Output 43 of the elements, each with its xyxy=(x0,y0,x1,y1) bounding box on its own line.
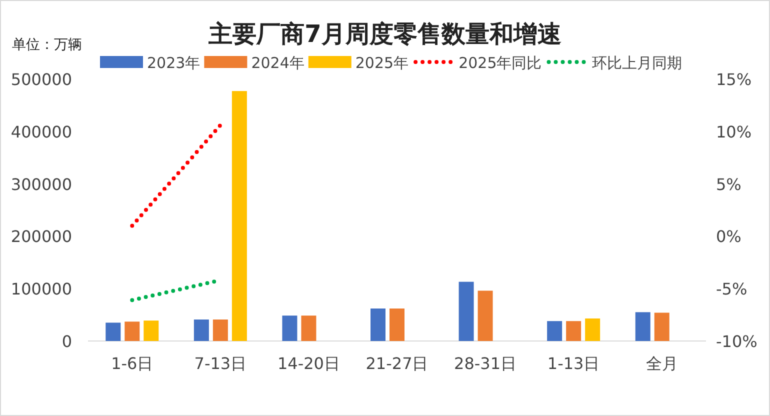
bar xyxy=(585,318,600,341)
y2-tick-label: 15% xyxy=(716,70,752,89)
legend-label: 环比上月同期 xyxy=(592,54,682,72)
legend-label: 2025年同比 xyxy=(458,54,542,72)
bar xyxy=(566,321,582,341)
bar xyxy=(301,316,316,341)
x-tick-label: 1-13日 xyxy=(547,354,600,373)
bar xyxy=(212,320,228,341)
legend-label: 2023年 xyxy=(147,54,200,72)
bar xyxy=(390,308,404,341)
y-axis-title: 单位：万辆 xyxy=(12,37,82,53)
x-tick-label: 14-20日 xyxy=(277,354,340,373)
bar xyxy=(654,312,670,341)
y-tick-label: 500000 xyxy=(10,70,72,89)
bar xyxy=(144,320,159,341)
legend-label: 2024年 xyxy=(251,54,304,72)
x-tick-label: 1-6日 xyxy=(111,354,154,373)
x-tick-label: 28-31日 xyxy=(454,354,517,373)
bar xyxy=(547,321,562,341)
y2-tick-label: -5% xyxy=(716,280,748,299)
y-tick-label: 100000 xyxy=(10,280,72,299)
y-tick-label: 0 xyxy=(62,332,72,351)
y-tick-label: 300000 xyxy=(10,174,72,194)
bar xyxy=(124,322,140,341)
bar xyxy=(232,91,247,341)
bar xyxy=(458,282,474,341)
y2-tick-label: 0% xyxy=(716,227,742,246)
x-tick-label: 7-13日 xyxy=(194,354,247,373)
y-tick-label: 200000 xyxy=(10,227,72,246)
bar xyxy=(635,312,650,341)
x-tick-label: 21-27日 xyxy=(366,354,428,373)
bar xyxy=(282,316,298,341)
y2-tick-label: 5% xyxy=(716,174,742,194)
bar xyxy=(106,322,121,341)
y2-tick-label: 10% xyxy=(716,122,752,142)
bar xyxy=(370,308,386,341)
y2-tick-label: -10% xyxy=(716,332,758,351)
y-tick-label: 400000 xyxy=(10,122,72,142)
bar xyxy=(194,320,209,341)
x-tick-label: 全月 xyxy=(646,354,678,373)
legend-label: 2025年 xyxy=(355,54,409,72)
chart-title: 主要厂商7月周度零售数量和增速 xyxy=(208,20,562,48)
bar xyxy=(478,290,493,341)
